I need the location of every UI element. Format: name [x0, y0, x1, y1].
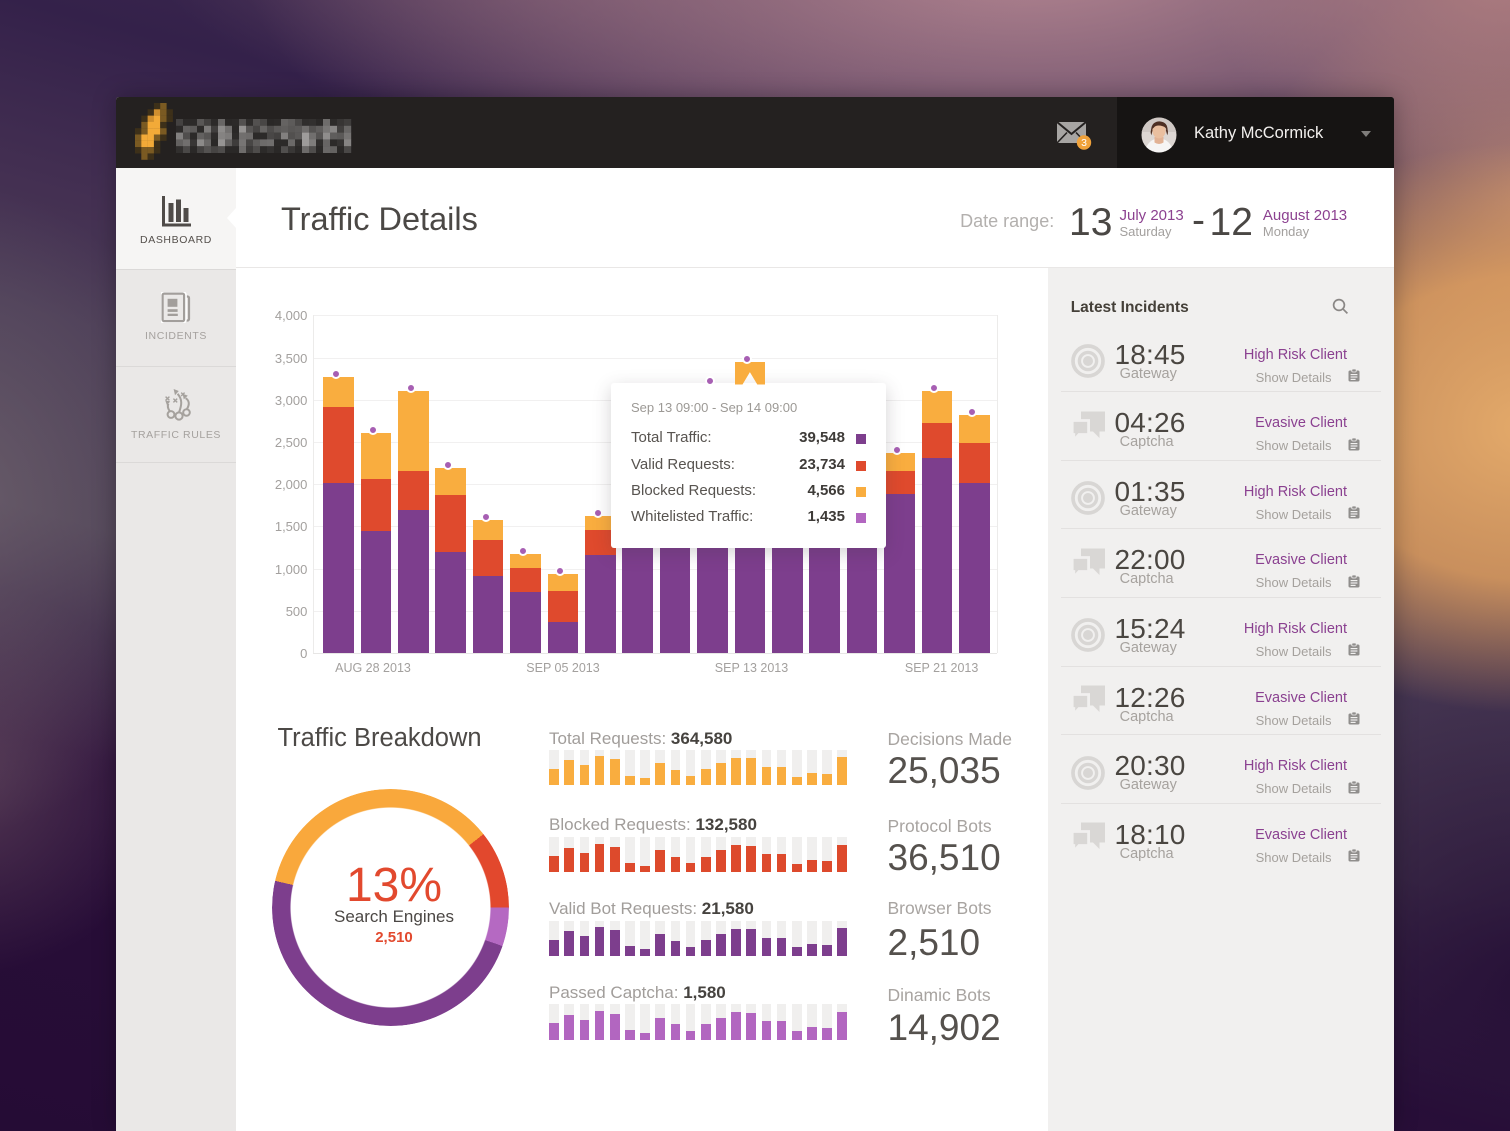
svg-text:3: 3: [1081, 137, 1087, 149]
